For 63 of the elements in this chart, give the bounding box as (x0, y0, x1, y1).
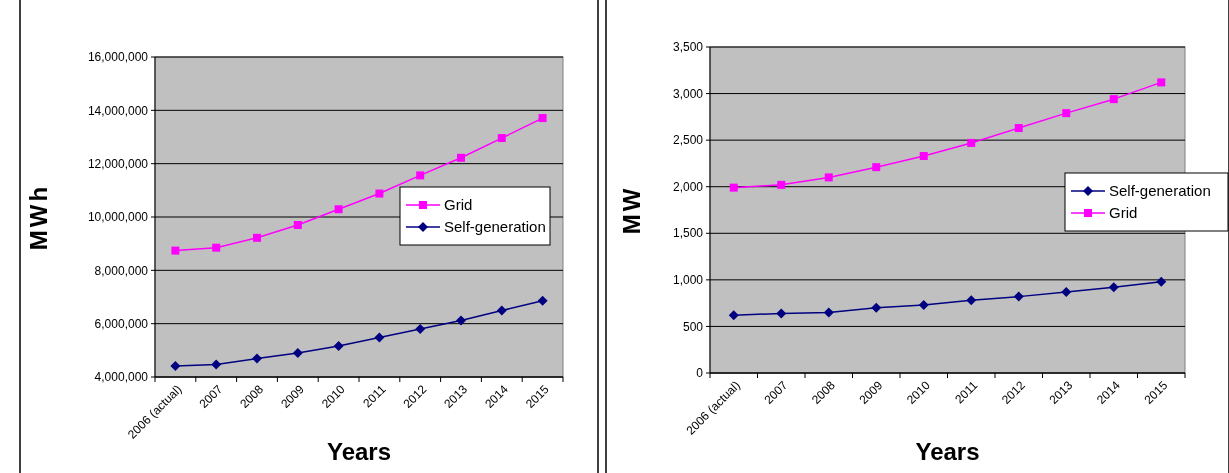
y-axis-title: MWh (25, 183, 52, 251)
point (1061, 286, 1072, 297)
legend-label: Grid (444, 196, 473, 214)
point (918, 300, 929, 311)
y-tick-label: 3,500 (672, 40, 704, 55)
point (538, 114, 547, 123)
y-tick-label: 500 (682, 319, 704, 334)
y-tick-label: 14,000,000 (87, 103, 149, 118)
point (1156, 276, 1167, 287)
point (456, 315, 466, 326)
point (728, 310, 739, 321)
x-axis-title: Years (326, 438, 392, 465)
y-tick-label: 0 (696, 366, 704, 381)
y-tick-label: 6,000,000 (94, 316, 149, 331)
point (1108, 282, 1119, 293)
point (457, 153, 465, 162)
y-tick-label: 2,500 (672, 133, 704, 148)
point (416, 171, 425, 180)
x-axis-title: Years (915, 438, 980, 465)
point (966, 295, 977, 306)
y-tick-label: 12,000,000 (87, 156, 149, 171)
y-tick-label: 16,000,000 (87, 50, 149, 65)
y-tick-label: 1,500 (672, 226, 704, 241)
point (171, 246, 180, 255)
y-tick-label: 3,000 (672, 86, 704, 101)
point (170, 361, 181, 372)
point (872, 163, 881, 172)
point (252, 353, 262, 364)
point (374, 332, 385, 343)
point (415, 324, 426, 334)
point (253, 233, 261, 242)
legend-label: Self-generation (1109, 182, 1211, 200)
point (375, 189, 384, 198)
y-tick-label: 10,000,000 (87, 210, 149, 225)
y-tick-label: 1,000 (672, 273, 704, 288)
point (292, 348, 303, 358)
point (729, 183, 738, 192)
point (1062, 109, 1071, 118)
point (776, 308, 787, 319)
legend-label: Self-generation (444, 218, 546, 236)
point (497, 134, 506, 143)
y-tick-label: 2,000 (672, 179, 704, 194)
point (824, 173, 833, 182)
point (1013, 291, 1024, 302)
point (1014, 124, 1023, 133)
point (496, 305, 507, 316)
point (1109, 95, 1118, 104)
point (293, 221, 302, 229)
point (967, 138, 976, 147)
point (777, 180, 786, 189)
point (212, 243, 221, 252)
point (537, 295, 548, 306)
point (1157, 78, 1166, 87)
point (333, 341, 344, 352)
point (919, 151, 928, 160)
point (871, 302, 882, 313)
y-tick-label: 8,000,000 (94, 263, 149, 278)
point (823, 307, 834, 318)
point (211, 359, 222, 370)
point (334, 205, 343, 214)
legend-label: Grid (1109, 204, 1138, 222)
y-tick-label: 4,000,000 (94, 370, 149, 385)
y-axis-title: MW (618, 185, 645, 235)
